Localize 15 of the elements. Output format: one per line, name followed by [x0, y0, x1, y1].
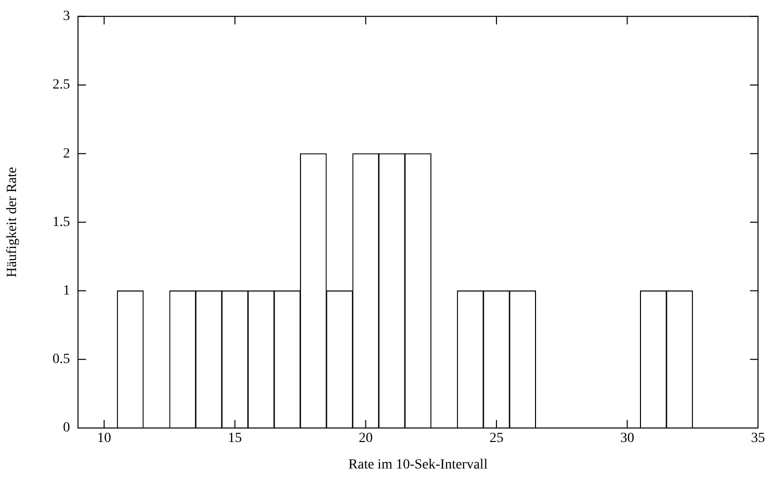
- y-tick-label: 0.5: [52, 352, 70, 368]
- x-tick-label: 20: [358, 431, 373, 446]
- y-tick-label: 0: [63, 420, 70, 436]
- x-tick-label: 30: [620, 431, 634, 446]
- x-tick-label: 10: [97, 431, 112, 446]
- x-tick-label: 15: [228, 431, 242, 446]
- y-tick-label: 2: [63, 146, 70, 162]
- y-tick-label: 1.5: [52, 214, 70, 230]
- x-axis-title: Rate im 10-Sek-Intervall: [348, 457, 488, 472]
- x-tick-label: 25: [489, 431, 504, 446]
- x-tick-label: 35: [751, 431, 765, 446]
- y-axis-title: Häufigkeit der Rate: [5, 166, 20, 278]
- y-tick-label: 2.5: [52, 78, 70, 93]
- y-tick-label: 1: [63, 283, 70, 298]
- y-tick-label: 3: [63, 9, 70, 24]
